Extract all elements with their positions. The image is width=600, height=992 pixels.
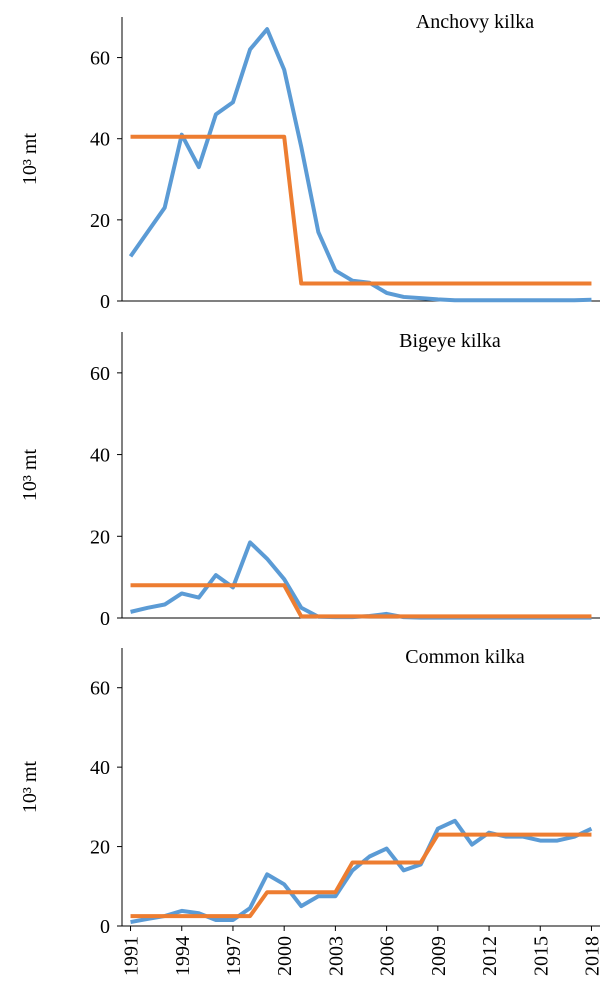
panel-title: Bigeye kilka [399, 330, 501, 352]
y-tick-label: 0 [100, 608, 110, 630]
x-tick-label: 2015 [530, 936, 552, 976]
series-line [130, 540, 592, 620]
y-tick-label: 60 [90, 678, 110, 700]
y-tick-label: 20 [90, 210, 110, 232]
y-axis-label: 10³ mt [19, 449, 41, 502]
series-line [128, 27, 592, 303]
y-tick-label: 20 [90, 526, 110, 548]
x-tick-label: 2003 [325, 936, 347, 976]
x-tick-label: 1991 [121, 936, 143, 976]
y-tick-label: 20 [90, 837, 110, 859]
x-tick-label: 2012 [479, 936, 501, 976]
y-axis-label: 10³ mt [19, 761, 41, 814]
x-tick-label: 2000 [274, 936, 296, 976]
series-line [130, 832, 592, 919]
panel-title: Common kilka [405, 646, 525, 668]
x-tick-label: 1994 [172, 936, 194, 976]
series-line [130, 583, 592, 619]
y-axis-label: 10³ mt [19, 133, 41, 186]
x-tick-label: 1997 [223, 936, 245, 976]
y-tick-label: 0 [100, 291, 110, 313]
series-line [130, 134, 592, 286]
y-tick-label: 40 [90, 757, 110, 779]
x-tick-label: 2018 [581, 936, 600, 976]
y-tick-label: 0 [100, 916, 110, 938]
y-tick-label: 60 [90, 363, 110, 385]
y-tick-label: 40 [90, 445, 110, 467]
x-tick-label: 2006 [377, 936, 399, 976]
y-tick-label: 60 [90, 48, 110, 70]
panel-title: Anchovy kilka [416, 11, 534, 33]
x-tick-label: 2009 [428, 936, 450, 976]
y-tick-label: 40 [90, 129, 110, 151]
